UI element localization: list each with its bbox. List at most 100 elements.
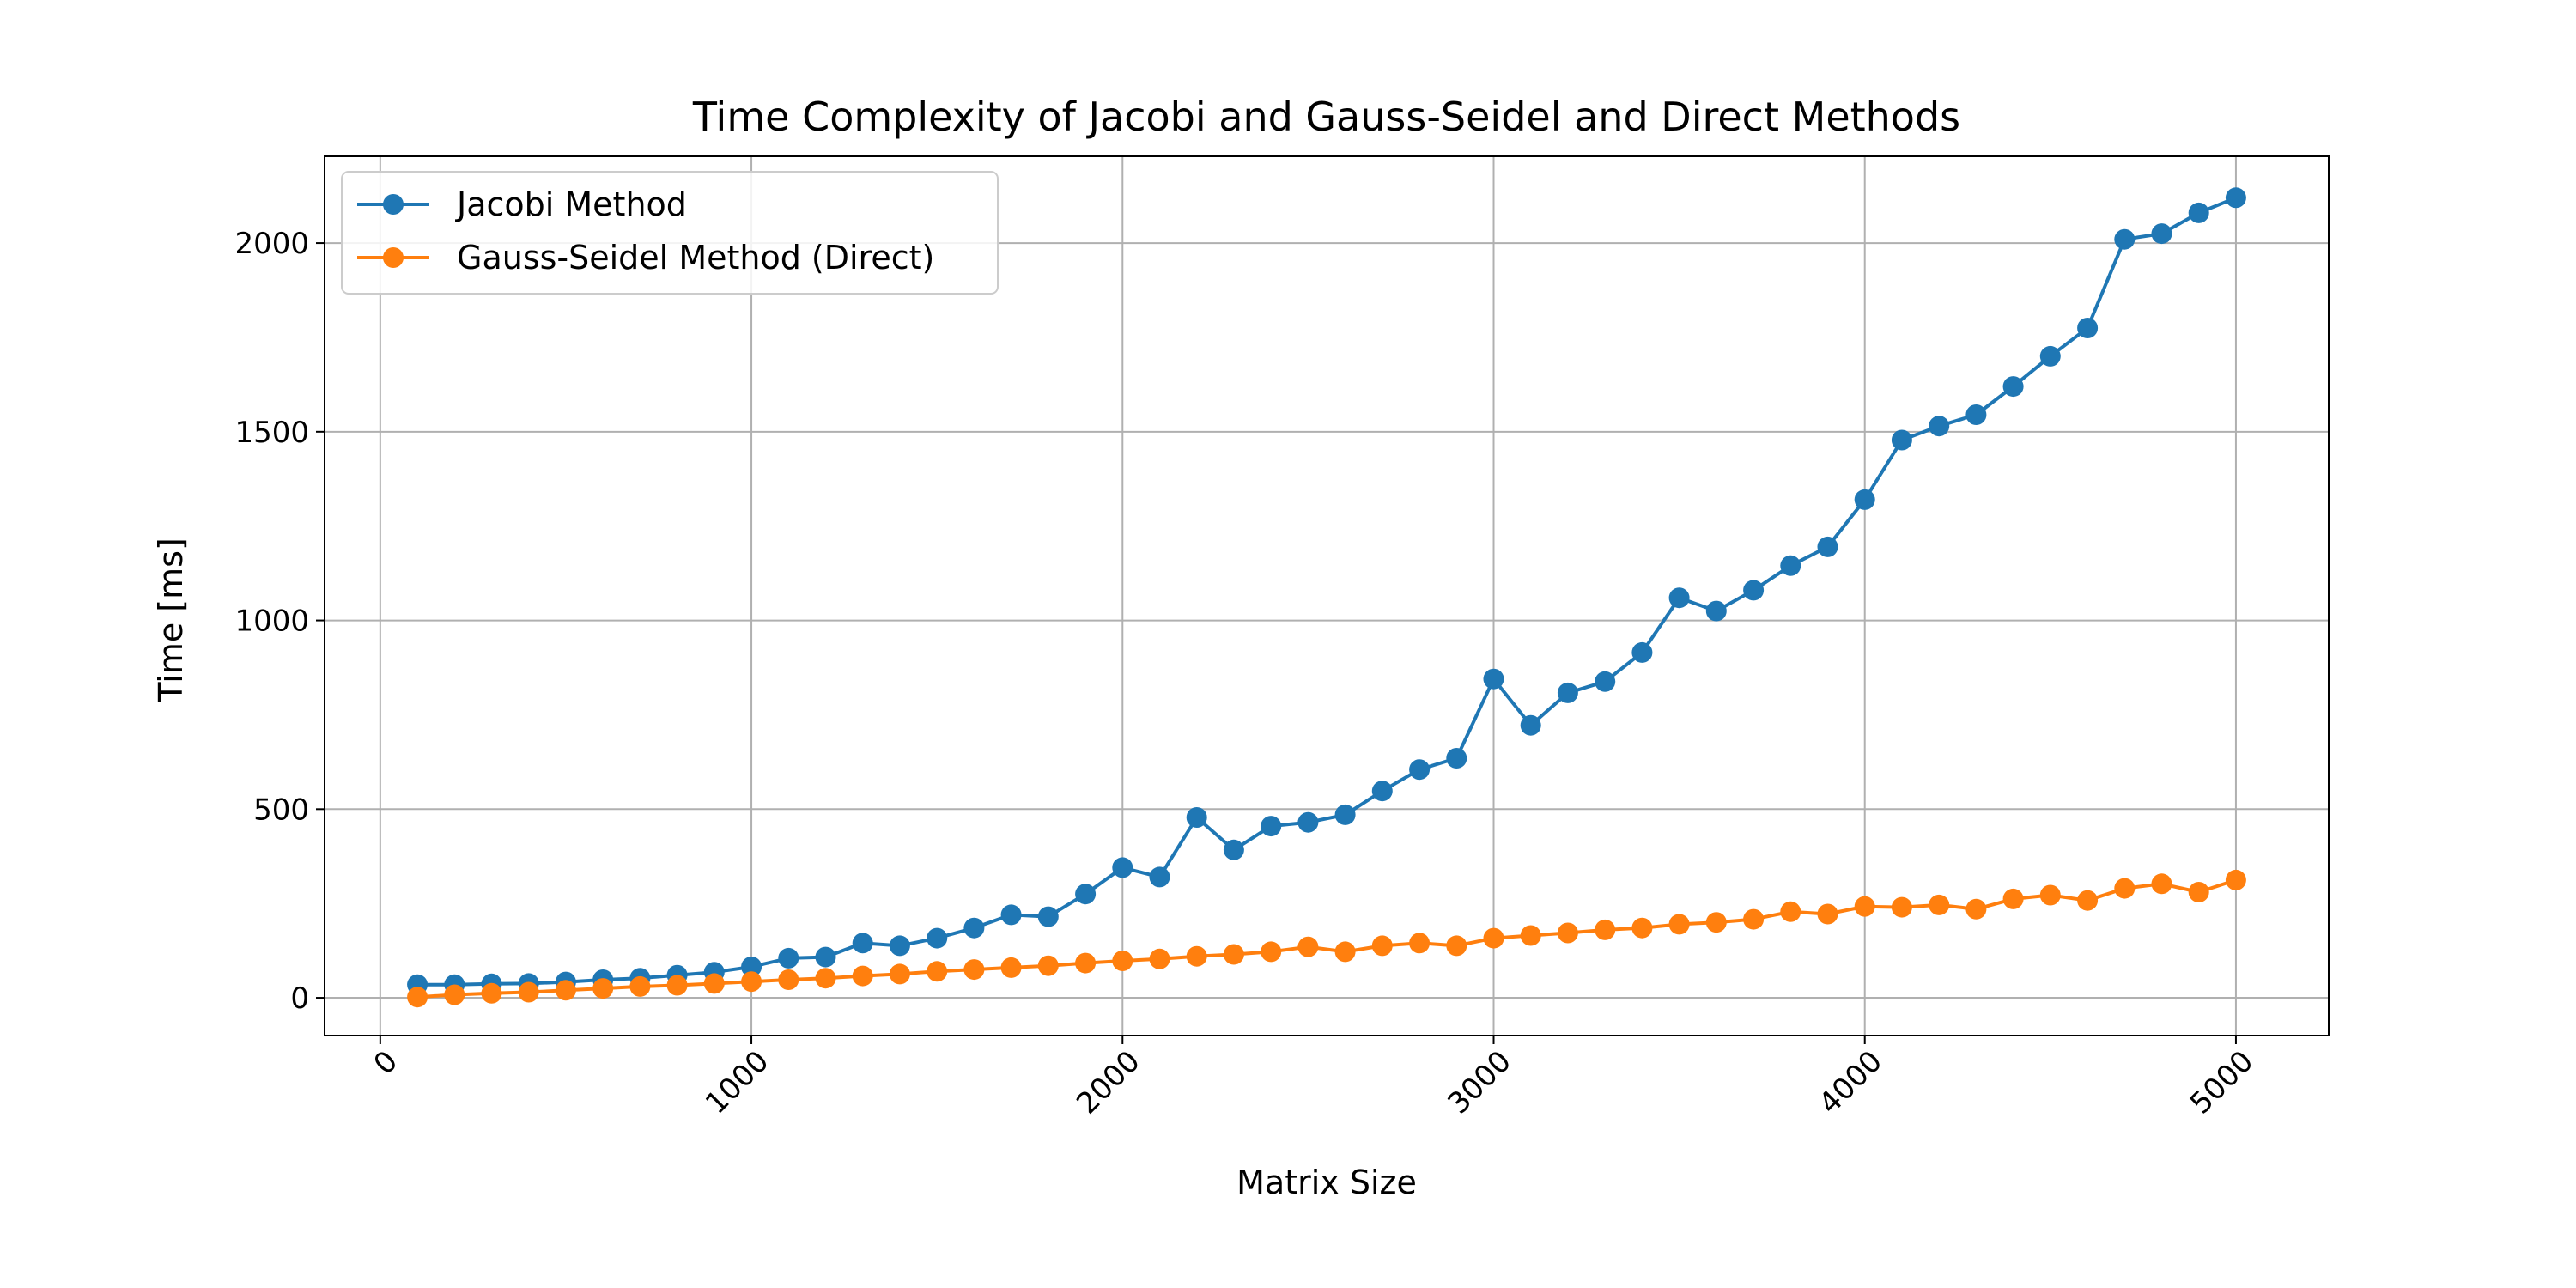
data-point [1817, 536, 1838, 557]
data-point [2188, 882, 2209, 902]
x-axis-label: Matrix Size [1236, 1163, 1417, 1201]
data-point [1965, 898, 1987, 920]
y-axis-ticks: 0 500 1000 1500 2000 [234, 227, 325, 1016]
data-point [1595, 919, 1616, 940]
data-point [1595, 671, 1616, 692]
data-point [1631, 641, 1653, 663]
series-line [416, 878, 2237, 999]
data-point [1075, 884, 1097, 905]
data-point [592, 978, 614, 999]
data-point [1223, 839, 1244, 860]
data-point [1557, 682, 1578, 703]
data-point [1371, 935, 1393, 957]
data-point [2114, 878, 2136, 899]
data-point [741, 957, 762, 977]
y-tick-label: 0 [290, 981, 309, 1016]
data-point [1705, 912, 1727, 933]
data-point [1929, 416, 1950, 437]
data-point [1297, 811, 1319, 833]
data-point [1780, 555, 1801, 576]
series-gauss-seidel [407, 869, 2246, 1008]
data-point [2002, 376, 2024, 398]
data-point [1112, 951, 1133, 971]
x-tick-label: 3000 [1441, 1044, 1517, 1121]
data-point [1557, 922, 1578, 944]
legend-marker [383, 247, 404, 268]
legend-box [341, 171, 999, 295]
data-point [1817, 903, 1838, 925]
data-point [1334, 941, 1356, 963]
data-point [1965, 404, 1987, 425]
data-point [1520, 925, 1541, 946]
data-point [481, 982, 502, 1004]
data-point [1409, 759, 1431, 781]
data-point [1446, 935, 1467, 957]
data-point [889, 963, 910, 985]
legend-label: Gauss-Seidel Method (Direct) [457, 239, 934, 276]
data-point [2002, 888, 2024, 909]
x-tick-label: 1000 [699, 1044, 775, 1121]
data-point [1000, 904, 1022, 926]
data-point [815, 968, 836, 989]
data-point [555, 980, 576, 1001]
data-point [1705, 600, 1727, 622]
data-point [1520, 714, 1541, 736]
data-point [1854, 489, 1875, 510]
data-point [1186, 945, 1207, 967]
data-point [1000, 957, 1022, 978]
legend-label: Jacobi Method [455, 185, 687, 223]
data-point [2225, 869, 2246, 890]
series-layer [407, 187, 2246, 1008]
data-point [1668, 587, 1690, 609]
data-point [1297, 936, 1319, 957]
y-tick-label: 1500 [234, 416, 309, 450]
data-point [2114, 228, 2136, 250]
y-axis-label: Time [ms] [152, 538, 190, 703]
data-point [1334, 804, 1356, 825]
data-point [1037, 906, 1059, 927]
data-point [2077, 890, 2099, 911]
chart-title: Time Complexity of Jacobi and Gauss-Seid… [692, 94, 1960, 140]
data-point [778, 969, 799, 990]
plot-area-frame [324, 155, 2330, 1036]
y-tick-label: 500 [253, 793, 309, 827]
legend: Jacobi Method Gauss-Seidel Method (Direct… [341, 171, 999, 295]
data-point [407, 987, 428, 1008]
data-point [1929, 894, 1950, 915]
data-point [1261, 816, 1282, 837]
data-point [778, 947, 799, 969]
y-tick-label: 1000 [234, 605, 309, 639]
x-tick-label: 4000 [1813, 1044, 1889, 1121]
data-point [1037, 955, 1059, 976]
data-point [927, 961, 948, 982]
data-point [1631, 917, 1653, 939]
data-point [852, 965, 873, 987]
data-point [2039, 884, 2061, 906]
data-point [1743, 580, 1765, 601]
data-point [1149, 948, 1170, 969]
data-point [852, 933, 873, 954]
legend-marker [383, 194, 404, 215]
data-point [1483, 927, 1504, 949]
data-point [1186, 807, 1207, 828]
data-point [1891, 429, 1912, 451]
legend-item: Gauss-Seidel Method (Direct) [357, 239, 934, 276]
x-axis-ticks: 0 1000 2000 3000 4000 5000 [368, 1036, 2260, 1121]
data-point [2151, 223, 2172, 245]
data-point [1261, 941, 1282, 963]
data-point [1891, 896, 1912, 918]
data-point [2077, 318, 2099, 338]
data-point [629, 975, 651, 997]
data-point [963, 959, 985, 981]
series-jacobi [407, 187, 2246, 995]
data-point [741, 971, 762, 993]
data-point [1075, 952, 1097, 974]
data-point [1149, 866, 1170, 888]
data-point [1112, 857, 1133, 878]
data-point [2188, 202, 2209, 223]
data-point [815, 946, 836, 968]
data-point [444, 984, 465, 1005]
data-point [1483, 668, 1504, 690]
data-point [1409, 933, 1431, 954]
